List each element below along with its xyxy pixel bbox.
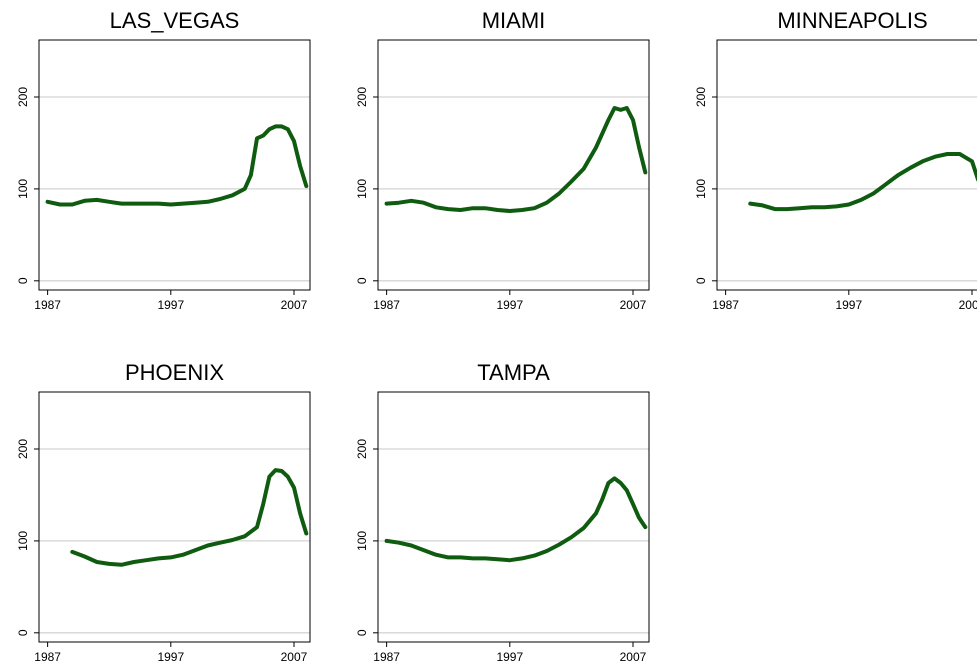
y-tick-label: 0 (355, 629, 369, 636)
panel-title: LAS_VEGAS (110, 8, 240, 33)
series-line-tampa (384, 476, 648, 563)
y-tick-label: 0 (694, 277, 708, 284)
x-tick-label: 1997 (496, 650, 523, 664)
y-tick-label: 200 (16, 87, 30, 107)
series-line-phoenix (70, 468, 309, 567)
series-line-las-vegas (45, 124, 309, 207)
y-tick-label: 100 (16, 179, 30, 199)
x-tick-label: 1997 (157, 650, 184, 664)
plot-frame (377, 39, 650, 291)
panel-title: MINNEAPOLIS (777, 8, 927, 33)
plot-frame (38, 391, 311, 643)
y-tick-label: 200 (16, 439, 30, 459)
y-tick-label: 200 (694, 87, 708, 107)
y-tick-label: 100 (16, 531, 30, 551)
plot-frame (38, 39, 311, 291)
x-tick-label: 1997 (835, 298, 862, 312)
panel-title: TAMPA (477, 360, 550, 385)
x-tick-label: 2007 (281, 650, 308, 664)
y-tick-label: 100 (355, 179, 369, 199)
x-tick-label: 2007 (620, 650, 647, 664)
x-tick-label: 1987 (34, 650, 61, 664)
x-tick-label: 1987 (34, 298, 61, 312)
x-tick-label: 2007 (281, 298, 308, 312)
y-tick-label: 200 (355, 87, 369, 107)
y-tick-label: 0 (16, 277, 30, 284)
panel-miami: MIAMI 0 100 200 1987 1997 2007 (355, 8, 650, 312)
panel-title: MIAMI (482, 8, 546, 33)
panel-title: PHOENIX (125, 360, 224, 385)
x-tick-label: 1987 (712, 298, 739, 312)
y-tick-label: 100 (694, 179, 708, 199)
plot-frame (377, 391, 650, 643)
x-tick-label: 2007 (959, 298, 977, 312)
x-tick-label: 1987 (373, 298, 400, 312)
panel-minneapolis: MINNEAPOLIS 0 100 200 1987 1997 2007 (694, 8, 977, 312)
y-tick-label: 200 (355, 439, 369, 459)
panel-tampa: TAMPA 0 100 200 1987 1997 2007 (355, 360, 650, 664)
panel-phoenix: PHOENIX 0 100 200 1987 1997 2007 (16, 360, 311, 664)
y-tick-label: 0 (16, 629, 30, 636)
x-tick-label: 1997 (496, 298, 523, 312)
y-tick-label: 0 (355, 277, 369, 284)
plot-frame (716, 39, 977, 291)
y-tick-label: 100 (355, 531, 369, 551)
x-tick-label: 1997 (157, 298, 184, 312)
panel-las-vegas: LAS_VEGAS 0 100 200 1987 1997 2007 (16, 8, 311, 312)
x-tick-label: 1987 (373, 650, 400, 664)
series-line-miami (384, 106, 648, 213)
series-line-minneapolis (748, 152, 977, 212)
x-tick-label: 2007 (620, 298, 647, 312)
